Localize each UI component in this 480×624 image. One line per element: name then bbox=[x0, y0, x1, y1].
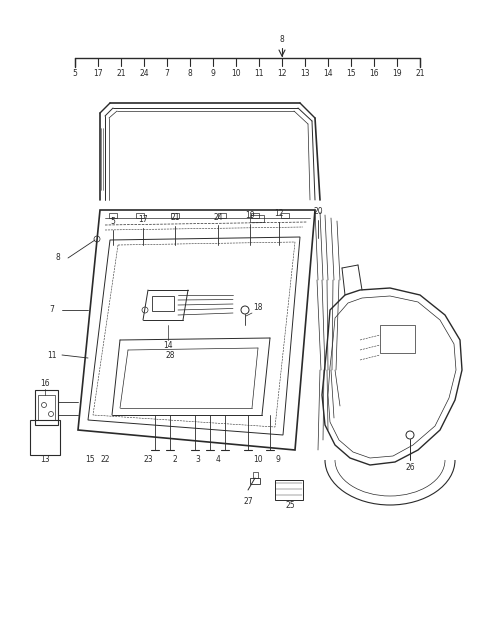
Text: 5: 5 bbox=[72, 69, 77, 79]
Text: 17: 17 bbox=[93, 69, 103, 79]
Text: 20: 20 bbox=[313, 208, 323, 217]
Text: 27: 27 bbox=[243, 497, 253, 507]
Bar bbox=[281, 213, 289, 218]
Text: 11: 11 bbox=[254, 69, 264, 79]
Text: 13: 13 bbox=[300, 69, 310, 79]
Text: 9: 9 bbox=[211, 69, 216, 79]
Text: 10: 10 bbox=[253, 456, 263, 464]
Text: 5: 5 bbox=[110, 218, 115, 227]
Bar bbox=[171, 213, 179, 218]
Bar bbox=[109, 213, 117, 218]
Text: 21: 21 bbox=[116, 69, 126, 79]
Text: 11: 11 bbox=[47, 351, 57, 359]
Text: 4: 4 bbox=[216, 456, 220, 464]
Text: 2: 2 bbox=[173, 456, 178, 464]
Text: 18: 18 bbox=[253, 303, 263, 313]
Bar bbox=[275, 480, 303, 500]
Bar bbox=[250, 478, 260, 484]
Text: 23: 23 bbox=[143, 456, 153, 464]
Text: 7: 7 bbox=[165, 69, 169, 79]
Text: 16: 16 bbox=[369, 69, 379, 79]
Text: 10: 10 bbox=[231, 69, 241, 79]
Text: 15: 15 bbox=[346, 69, 356, 79]
Text: 14: 14 bbox=[163, 341, 173, 349]
Text: 8: 8 bbox=[280, 36, 284, 44]
Text: 13: 13 bbox=[40, 456, 50, 464]
Text: 28: 28 bbox=[165, 351, 175, 359]
Text: 17: 17 bbox=[138, 215, 148, 225]
Bar bbox=[250, 215, 264, 222]
Text: 24: 24 bbox=[213, 213, 223, 222]
Bar bbox=[251, 213, 259, 218]
Text: 8: 8 bbox=[56, 253, 60, 263]
Text: 26: 26 bbox=[405, 464, 415, 472]
Text: 25: 25 bbox=[285, 500, 295, 510]
Bar bbox=[152, 296, 174, 311]
Bar bbox=[380, 325, 415, 353]
Text: 3: 3 bbox=[195, 456, 201, 464]
Text: 19: 19 bbox=[392, 69, 402, 79]
Text: 21: 21 bbox=[170, 213, 180, 223]
Text: 16: 16 bbox=[40, 379, 50, 388]
Text: 12: 12 bbox=[277, 69, 287, 79]
Text: 21: 21 bbox=[415, 69, 425, 79]
Bar bbox=[218, 213, 226, 218]
Text: 9: 9 bbox=[276, 456, 280, 464]
Bar bbox=[136, 213, 144, 218]
Text: 8: 8 bbox=[188, 69, 192, 79]
Bar bbox=[253, 472, 258, 478]
Text: 19: 19 bbox=[245, 212, 255, 220]
Text: 22: 22 bbox=[100, 456, 110, 464]
Text: 24: 24 bbox=[139, 69, 149, 79]
Text: 12: 12 bbox=[274, 210, 284, 218]
Text: 7: 7 bbox=[49, 306, 54, 314]
Text: 15: 15 bbox=[85, 456, 95, 464]
Text: 14: 14 bbox=[323, 69, 333, 79]
